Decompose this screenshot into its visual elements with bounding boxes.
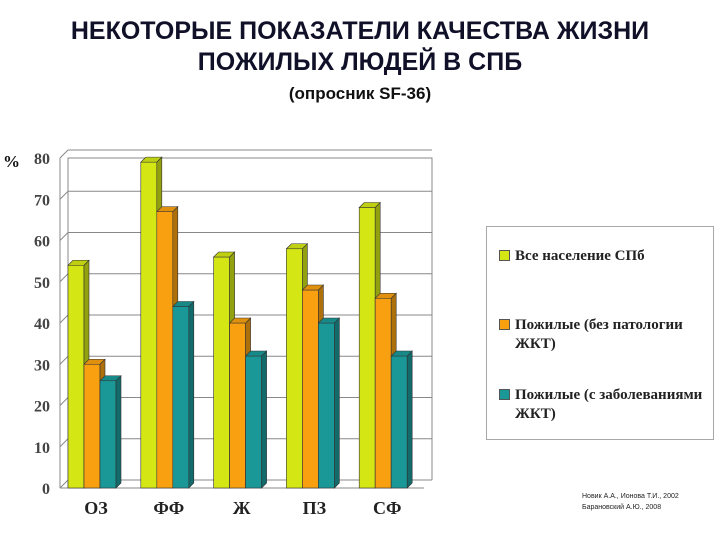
legend-label: Все население СПб <box>515 248 645 264</box>
bar <box>99 380 117 489</box>
bar <box>302 289 319 489</box>
source-credit: Новик А.А., Ионова Т.И., 2002 Барановски… <box>582 491 679 513</box>
bar <box>156 211 174 489</box>
y-tick-label: 80 <box>34 151 50 168</box>
chart-title: НЕКОТОРЫЕ ПОКАЗАТЕЛИ КАЧЕСТВА ЖИЗНИ ПОЖИ… <box>0 16 720 78</box>
title-line-2: ПОЖИЛЫХ ЛЮДЕЙ В СПБ <box>197 48 523 76</box>
bar-top <box>390 350 413 357</box>
bar <box>229 322 246 489</box>
bar <box>213 256 230 489</box>
legend: Все население СПб Пожилые (без патологии… <box>486 226 714 440</box>
x-tick-label: Ж <box>233 498 251 518</box>
gridline-side <box>59 438 69 448</box>
bar-top <box>228 317 252 324</box>
bar <box>374 297 392 489</box>
bar-side <box>261 350 267 489</box>
credit-line: Барановский А.Ю., 2008 <box>582 504 662 511</box>
bar <box>83 363 101 489</box>
bar <box>390 355 408 489</box>
bar <box>286 248 303 489</box>
y-tick-label: 20 <box>34 399 50 416</box>
legend-swatch <box>499 319 510 330</box>
bar-side <box>115 375 122 489</box>
legend-label: Пожилые (с заболеваниями ЖКТ) <box>515 387 703 422</box>
y-tick-label: 30 <box>34 357 50 374</box>
gridline-side <box>59 149 69 159</box>
bar <box>140 161 158 489</box>
bar-top <box>172 301 195 307</box>
bar-top <box>285 243 309 250</box>
bar-top <box>317 317 341 324</box>
x-tick-label: ПЗ <box>303 498 327 518</box>
bar <box>67 264 85 489</box>
y-tick-label: 60 <box>34 234 50 251</box>
x-tick-label: СФ <box>373 498 401 518</box>
y-tick-label: 10 <box>34 440 50 457</box>
bar-top <box>358 202 381 208</box>
bar-top <box>212 251 236 258</box>
bar-top <box>301 284 325 291</box>
gridline-side <box>59 273 69 283</box>
gridline-side <box>59 397 69 406</box>
bar-side <box>334 317 340 489</box>
legend-swatch <box>499 250 510 261</box>
chart-subtitle: (опросник SF-36) <box>288 84 432 103</box>
y-tick-label: 0 <box>42 481 50 498</box>
gridline-side <box>59 190 69 200</box>
bar-top <box>140 156 163 163</box>
bar <box>318 322 335 489</box>
title-line-1: НЕКОТОРЫЕ ПОКАЗАТЕЛИ КАЧЕСТВА ЖИЗНИ <box>70 17 650 45</box>
gridline-side <box>59 479 69 489</box>
y-tick-label: 70 <box>34 192 50 209</box>
bar-top <box>244 350 268 357</box>
y-tick-label: 50 <box>34 275 50 292</box>
legend-swatch <box>499 389 510 400</box>
bar-side <box>406 350 413 489</box>
bar-top <box>374 292 397 299</box>
x-tick-label: ОЗ <box>84 498 108 518</box>
y-tick-label: 40 <box>34 316 50 333</box>
bar <box>358 207 376 489</box>
bar-side <box>188 300 195 489</box>
y-unit-label: % <box>3 152 20 171</box>
bar-top <box>83 358 106 365</box>
legend-label: Пожилые (без патологии ЖКТ) <box>515 317 683 352</box>
bar-chart: 0 10 20 30 40 50 60 70 80 ОЗ ФФ Ж ПЗ СФ <box>34 149 433 518</box>
gridline-side <box>59 314 69 324</box>
gridline-side <box>59 232 69 241</box>
bar-top <box>99 375 122 382</box>
bar <box>245 355 262 489</box>
bar <box>172 306 190 489</box>
bar-top <box>67 259 90 266</box>
x-tick-label: ФФ <box>153 498 184 518</box>
gridline-side <box>59 355 69 365</box>
bar-top <box>156 206 179 212</box>
credit-line: Новик А.А., Ионова Т.И., 2002 <box>582 493 679 500</box>
